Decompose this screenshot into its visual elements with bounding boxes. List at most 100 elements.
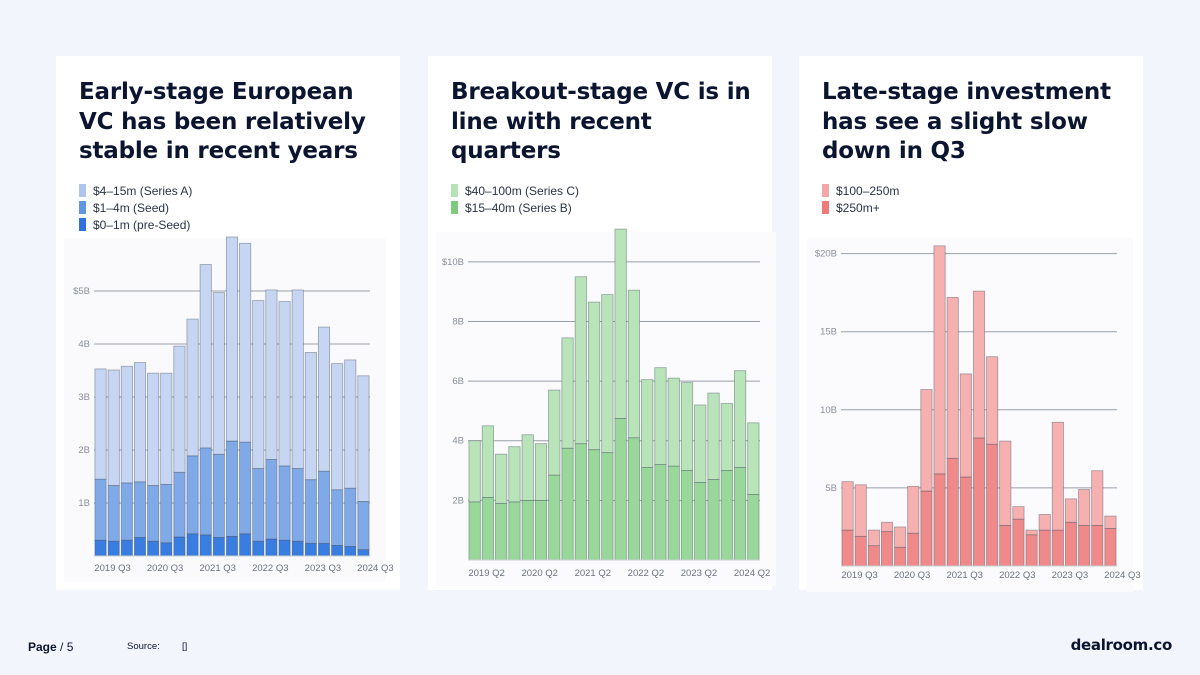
- bar-segment: [212, 453, 225, 538]
- bar-segment: [841, 481, 854, 531]
- bar-segment: [1038, 529, 1051, 567]
- bar-segment: [481, 425, 495, 498]
- bar-segment: [160, 372, 173, 485]
- bar-segment: [239, 242, 252, 443]
- bar-segment: [1104, 515, 1117, 529]
- bar-segment: [694, 404, 707, 483]
- bar-segment: [94, 478, 107, 541]
- bar-segment: [1025, 529, 1038, 536]
- legend-label: $0–1m (pre-Seed): [93, 217, 191, 232]
- bar-segment: [1051, 529, 1064, 567]
- bar-segment: [1091, 524, 1104, 567]
- bar-segment: [317, 542, 331, 557]
- bar-segment: [120, 539, 133, 557]
- legend-item-100-250m: $100–250m: [822, 182, 899, 199]
- bar-segment: [1025, 534, 1038, 567]
- bar-segment: [331, 489, 344, 546]
- bar-segment: [495, 502, 508, 561]
- bar-segment: [999, 524, 1012, 567]
- y-tick-label: 2B: [78, 445, 90, 456]
- y-tick-label: 3B: [78, 392, 90, 403]
- bar-segment: [331, 363, 344, 491]
- legend-swatch: [822, 201, 829, 214]
- bar-segment: [133, 362, 147, 483]
- bar-segment: [1078, 489, 1091, 526]
- bar-segment: [720, 470, 733, 561]
- stacked-bar-chart-early-stage: 1B 2B 3B 4B $5B 2019 Q3 2020 Q3 2021 Q3 2022 Q3 2…: [64, 236, 394, 582]
- bar-segment: [357, 501, 370, 551]
- chart-title: Breakout-stage VC is in line with recent…: [451, 79, 751, 164]
- chart-legend: $4–15m (Series A) $1–4m (Seed) $0–1m (pr…: [79, 182, 192, 233]
- bar-segment: [107, 540, 120, 557]
- bar-segment: [841, 529, 854, 567]
- bar-segment: [160, 484, 173, 544]
- bar-segment: [587, 301, 601, 451]
- x-tick-label: 2020 Q2: [521, 568, 557, 579]
- bar-segment: [147, 372, 160, 486]
- chart-card-breakout-stage: Breakout-stage VC is in line with recent…: [428, 56, 776, 590]
- bar-segment: [880, 531, 894, 567]
- x-tick-label: 2024 Q3: [1104, 570, 1140, 581]
- x-tick-label: 2022 Q2: [628, 568, 664, 579]
- bar-segment: [304, 479, 317, 544]
- x-tick-label: 2019 Q3: [841, 570, 877, 581]
- bar-segment: [720, 403, 733, 471]
- bar-segment: [667, 377, 680, 467]
- bar-segment: [627, 437, 641, 561]
- bar-segment: [357, 549, 370, 557]
- chart-legend: $40–100m (Series C) $15–40m (Series B): [451, 182, 579, 216]
- bar-segment: [574, 443, 587, 561]
- bar-segment: [601, 294, 614, 454]
- bar-segment: [1091, 470, 1104, 526]
- bar-segment: [548, 474, 561, 561]
- bar-segment: [694, 482, 707, 561]
- bar-segment: [986, 356, 999, 445]
- y-tick-label: $10B: [442, 257, 464, 268]
- y-tick-label: 4B: [452, 436, 464, 447]
- bar-segment: [920, 389, 933, 492]
- bar-segment: [894, 546, 907, 567]
- bar-segment: [344, 487, 357, 547]
- legend-label: $4–15m (Series A): [93, 183, 193, 198]
- bar-segment: [173, 471, 186, 538]
- bar-segment: [1012, 518, 1025, 567]
- bar-segment: [1064, 521, 1078, 567]
- bar-segment: [894, 526, 907, 548]
- bar-segment: [854, 484, 867, 537]
- stacked-bar-chart-late-stage: 5B 10B 15B $20B 2019 Q3 2020 Q3 2021 Q3 2022 Q3…: [807, 238, 1141, 592]
- bar-segment: [880, 521, 894, 533]
- bar-segment: [614, 228, 627, 419]
- bar-segment: [225, 236, 239, 442]
- bar-segment: [481, 496, 495, 561]
- y-tick-label: $20B: [815, 249, 837, 260]
- bar-segment: [641, 467, 654, 561]
- chart-title: Late-stage investment has see a slight s…: [822, 79, 1111, 164]
- bar-segment: [344, 359, 357, 489]
- bar-segment: [667, 465, 680, 561]
- source-value: []: [182, 641, 188, 652]
- legend-swatch: [79, 218, 86, 231]
- x-tick-label: 2019 Q3: [94, 563, 130, 574]
- bar-segment: [933, 473, 946, 567]
- bar-segment: [199, 447, 212, 536]
- page-count: / 5: [60, 640, 74, 654]
- y-tick-label: 10B: [820, 405, 837, 416]
- bar-segment: [107, 369, 120, 486]
- chart-card-early-stage: Early-stage European VC has been relativ…: [56, 56, 400, 590]
- legend-swatch: [79, 184, 86, 197]
- x-tick-label: 2024 Q2: [734, 568, 770, 579]
- bar-segment: [133, 481, 147, 538]
- bar-segment: [1064, 498, 1078, 523]
- bar-segment: [747, 493, 760, 561]
- bar-segment: [107, 485, 120, 542]
- bar-segment: [733, 370, 747, 468]
- bar-segment: [252, 468, 265, 542]
- bar-segment: [680, 382, 694, 471]
- y-tick-label: 2B: [452, 495, 464, 506]
- bar-segment: [265, 459, 278, 540]
- x-tick-label: 2023 Q2: [681, 568, 717, 579]
- x-tick-label: 2022 Q3: [252, 563, 288, 574]
- bar-segment: [331, 544, 344, 557]
- bar-segment: [344, 546, 357, 557]
- legend-label: $15–40m (Series B): [465, 200, 572, 215]
